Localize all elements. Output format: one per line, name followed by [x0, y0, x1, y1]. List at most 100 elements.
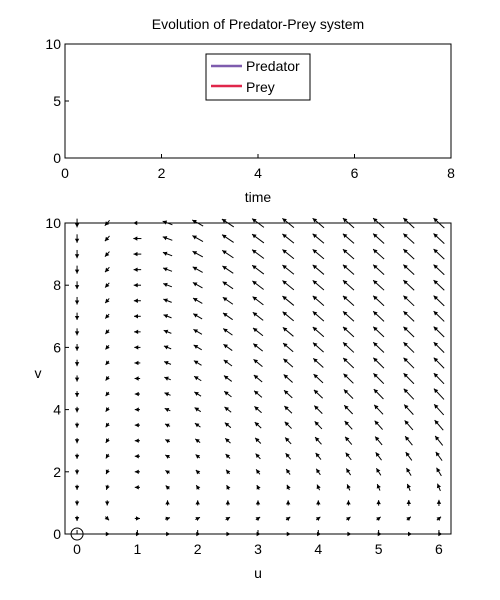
vector-arrow	[74, 218, 80, 228]
vector-arrow	[403, 295, 415, 307]
vector-arrow	[162, 251, 173, 257]
vector-arrow	[134, 485, 140, 490]
vector-arrow	[344, 436, 353, 445]
vector-arrow	[434, 419, 444, 431]
vector-arrow	[282, 327, 294, 337]
vector-arrow	[74, 312, 80, 320]
vector-arrow	[282, 233, 295, 244]
vector-arrow	[225, 453, 231, 459]
vector-arrow	[164, 516, 171, 521]
x-tick-label: 4	[254, 165, 262, 181]
vector-arrow	[134, 469, 140, 474]
vector-arrow	[74, 281, 80, 290]
vector-arrow	[193, 375, 202, 382]
vector-arrow	[162, 220, 173, 226]
vector-arrow	[251, 249, 265, 259]
vector-arrow	[435, 451, 443, 461]
vector-arrow	[372, 233, 385, 244]
vector-arrow	[433, 217, 445, 229]
vector-arrow	[133, 283, 142, 288]
vector-arrow	[434, 435, 444, 446]
vector-arrow	[74, 249, 80, 259]
vector-arrow	[134, 376, 141, 381]
vector-arrow	[105, 376, 110, 381]
vector-arrow	[252, 311, 264, 321]
vector-arrow	[342, 248, 355, 260]
vector-arrow	[221, 249, 234, 259]
vector-arrow	[285, 500, 291, 506]
vector-arrow	[192, 250, 204, 258]
vector-arrow	[315, 468, 321, 476]
vector-arrow	[345, 468, 352, 476]
vector-arrow	[225, 500, 231, 506]
vector-arrow	[134, 329, 141, 335]
vector-arrow	[223, 375, 233, 382]
vector-arrow	[194, 391, 202, 397]
vector-arrow	[134, 360, 141, 366]
vector-arrow	[312, 357, 324, 368]
vector-field	[74, 217, 445, 537]
legend-label-predator: Predator	[246, 58, 300, 74]
vector-arrow	[406, 467, 412, 476]
vector-arrow	[282, 342, 294, 353]
vector-arrow	[105, 344, 110, 350]
vector-arrow	[74, 234, 80, 243]
bottom-x-ticks: 0 1 2 3 4 5 6	[73, 530, 443, 557]
vector-arrow	[255, 516, 261, 522]
vector-arrow	[193, 313, 203, 320]
y-tick-label: 0	[53, 526, 61, 542]
vector-arrow	[313, 373, 324, 384]
vector-arrow	[163, 361, 172, 366]
vector-arrow	[372, 217, 385, 229]
vector-arrow	[312, 264, 325, 275]
vector-arrow	[436, 516, 442, 521]
vector-arrow	[403, 326, 415, 338]
x-tick-label: 0	[73, 541, 81, 557]
vector-arrow	[104, 313, 110, 319]
vector-arrow	[222, 312, 233, 321]
vector-arrow	[342, 279, 355, 291]
vector-arrow	[256, 484, 261, 490]
vector-arrow	[373, 372, 385, 385]
vector-arrow	[225, 531, 231, 537]
vector-arrow	[433, 341, 445, 353]
vector-arrow	[436, 499, 442, 506]
x-axis-label-u: u	[254, 565, 262, 581]
vector-arrow	[405, 531, 413, 537]
vector-arrow	[252, 343, 264, 352]
vector-arrow	[221, 234, 234, 243]
vector-arrow	[342, 217, 355, 229]
vector-arrow	[222, 265, 234, 274]
vector-arrow	[403, 341, 415, 353]
vector-arrow	[342, 310, 355, 322]
vector-arrow	[285, 468, 291, 475]
vector-arrow	[312, 295, 325, 306]
vector-arrow	[104, 251, 110, 257]
vector-arrow	[134, 516, 140, 521]
vector-arrow	[74, 515, 80, 522]
vector-arrow	[406, 499, 411, 506]
vector-arrow	[314, 421, 323, 430]
vector-arrow	[373, 404, 384, 415]
vector-arrow	[402, 217, 415, 229]
vector-arrow	[74, 391, 80, 397]
vector-arrow	[404, 435, 413, 446]
vector-arrow	[164, 407, 171, 412]
vector-arrow	[433, 264, 445, 276]
vector-arrow	[225, 516, 231, 522]
vector-arrow	[346, 516, 351, 522]
vector-arrow	[405, 451, 413, 461]
vector-arrow	[402, 233, 415, 244]
vector-arrow	[105, 438, 110, 444]
vector-arrow	[165, 454, 171, 459]
vector-arrow	[312, 217, 325, 229]
vector-arrow	[312, 311, 325, 322]
x-tick-label: 1	[133, 541, 141, 557]
vector-arrow	[192, 297, 203, 304]
vector-arrow	[134, 314, 141, 319]
vector-arrow	[192, 266, 203, 273]
vector-arrow	[163, 345, 172, 350]
vector-arrow	[316, 484, 321, 491]
vector-arrow	[343, 404, 354, 415]
y-axis-label-v: v	[35, 365, 42, 381]
